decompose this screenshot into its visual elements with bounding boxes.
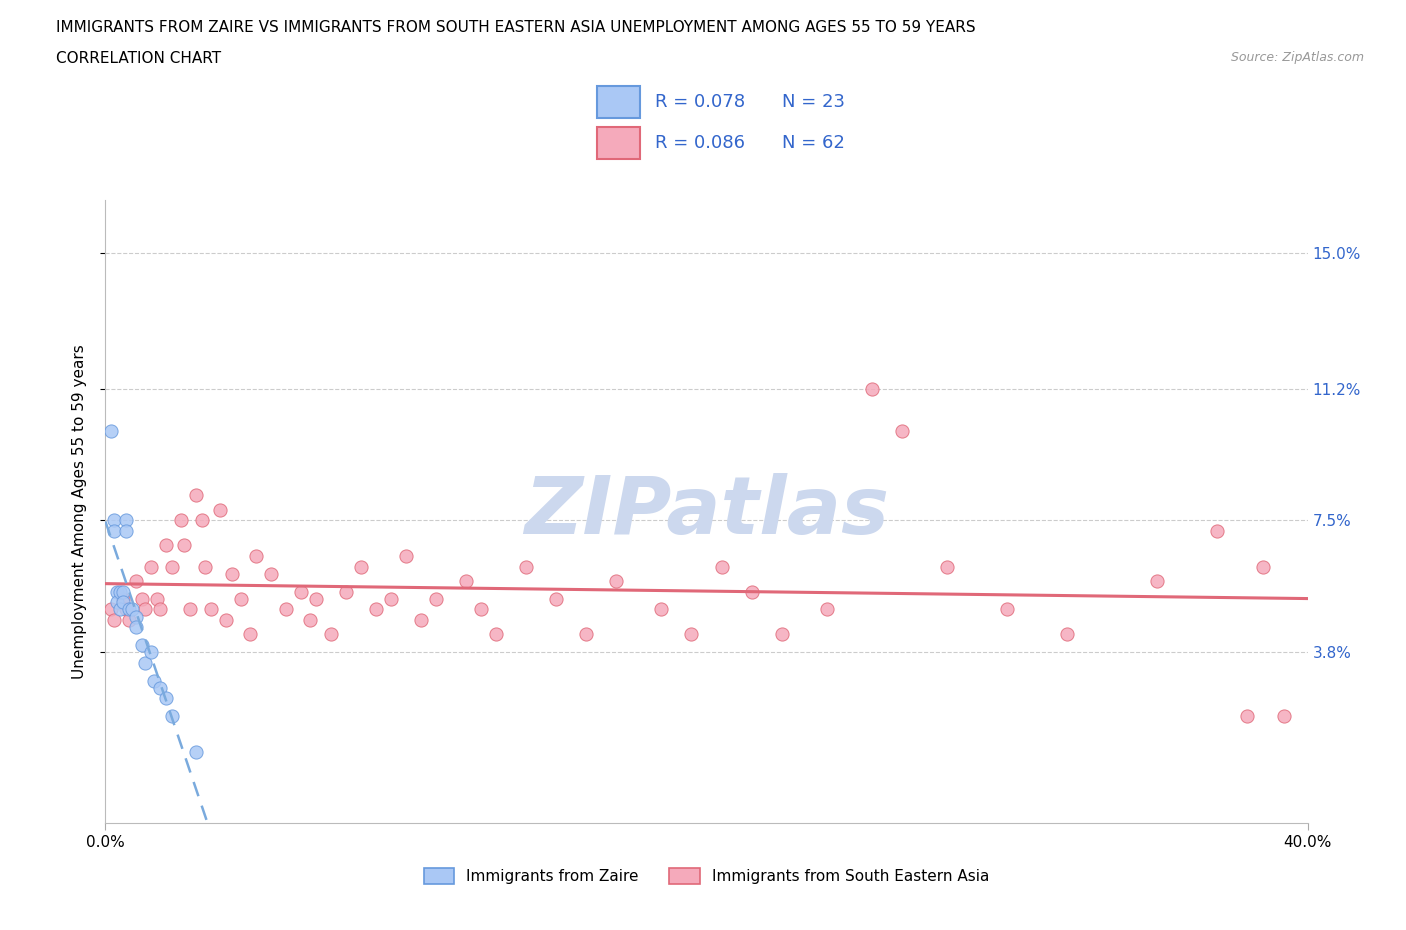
Point: [139, 644, 162, 659]
Point: [134, 656, 156, 671]
Point: [605, 574, 627, 589]
Point: [239, 627, 262, 642]
Point: [112, 595, 135, 610]
Point: [575, 627, 598, 642]
Point: [364, 602, 387, 617]
Point: [546, 591, 568, 606]
Point: [103, 513, 125, 528]
Point: [395, 549, 418, 564]
Point: [169, 513, 191, 528]
Point: [741, 584, 763, 599]
Point: [142, 673, 165, 688]
Point: [110, 584, 132, 599]
Point: [100, 424, 122, 439]
Text: Source: ZipAtlas.com: Source: ZipAtlas.com: [1230, 51, 1364, 64]
FancyBboxPatch shape: [596, 126, 640, 159]
Point: [470, 602, 492, 617]
Point: [145, 591, 167, 606]
Text: N = 62: N = 62: [782, 134, 845, 152]
Point: [194, 559, 217, 574]
Point: [121, 602, 143, 617]
Point: [319, 627, 342, 642]
Point: [173, 538, 195, 552]
Point: [274, 602, 297, 617]
Point: [681, 627, 703, 642]
Point: [995, 602, 1018, 617]
Point: [118, 613, 141, 628]
Point: [124, 619, 146, 634]
Point: [155, 538, 177, 552]
Point: [160, 559, 183, 574]
Point: [179, 602, 201, 617]
Point: [112, 591, 135, 606]
Point: [409, 613, 432, 628]
Point: [335, 584, 357, 599]
Point: [1251, 559, 1274, 574]
Point: [139, 559, 162, 574]
Point: [103, 613, 125, 628]
Text: ZIPatlas: ZIPatlas: [524, 472, 889, 551]
Point: [1206, 524, 1229, 538]
Point: [454, 574, 477, 589]
Point: [815, 602, 838, 617]
Point: [1236, 709, 1258, 724]
Point: [1146, 574, 1168, 589]
Point: [425, 591, 447, 606]
Point: [200, 602, 222, 617]
Point: [221, 566, 243, 581]
Point: [1272, 709, 1295, 724]
Point: [380, 591, 402, 606]
Point: [485, 627, 508, 642]
Point: [260, 566, 283, 581]
Point: [160, 709, 183, 724]
Point: [115, 524, 138, 538]
Point: [148, 602, 170, 617]
Point: [103, 524, 125, 538]
Point: [110, 602, 132, 617]
Point: [131, 591, 153, 606]
Y-axis label: Unemployment Among Ages 55 to 59 years: Unemployment Among Ages 55 to 59 years: [72, 344, 87, 679]
Text: CORRELATION CHART: CORRELATION CHART: [56, 51, 221, 66]
Point: [107, 595, 129, 610]
Legend: Immigrants from Zaire, Immigrants from South Eastern Asia: Immigrants from Zaire, Immigrants from S…: [418, 862, 995, 890]
Point: [184, 488, 207, 503]
Point: [245, 549, 267, 564]
Text: IMMIGRANTS FROM ZAIRE VS IMMIGRANTS FROM SOUTH EASTERN ASIA UNEMPLOYMENT AMONG A: IMMIGRANTS FROM ZAIRE VS IMMIGRANTS FROM…: [56, 20, 976, 35]
Point: [214, 613, 236, 628]
Point: [890, 424, 912, 439]
Point: [148, 681, 170, 696]
Point: [107, 584, 129, 599]
Point: [208, 502, 231, 517]
Point: [124, 574, 146, 589]
Point: [124, 609, 146, 624]
Point: [229, 591, 252, 606]
Point: [290, 584, 312, 599]
Point: [860, 381, 883, 396]
Point: [190, 513, 212, 528]
Point: [1056, 627, 1078, 642]
Point: [115, 602, 138, 617]
Point: [131, 638, 153, 653]
Point: [710, 559, 733, 574]
Point: [184, 744, 207, 759]
Text: R = 0.078: R = 0.078: [655, 93, 745, 111]
FancyBboxPatch shape: [596, 86, 640, 118]
Point: [112, 584, 135, 599]
Point: [936, 559, 959, 574]
Point: [134, 602, 156, 617]
Point: [515, 559, 537, 574]
Point: [118, 602, 141, 617]
Point: [115, 513, 138, 528]
Text: N = 23: N = 23: [782, 93, 845, 111]
Point: [298, 613, 321, 628]
Point: [305, 591, 328, 606]
Point: [350, 559, 373, 574]
Point: [650, 602, 672, 617]
Point: [770, 627, 793, 642]
Point: [100, 602, 122, 617]
Text: R = 0.086: R = 0.086: [655, 134, 745, 152]
Point: [155, 691, 177, 706]
